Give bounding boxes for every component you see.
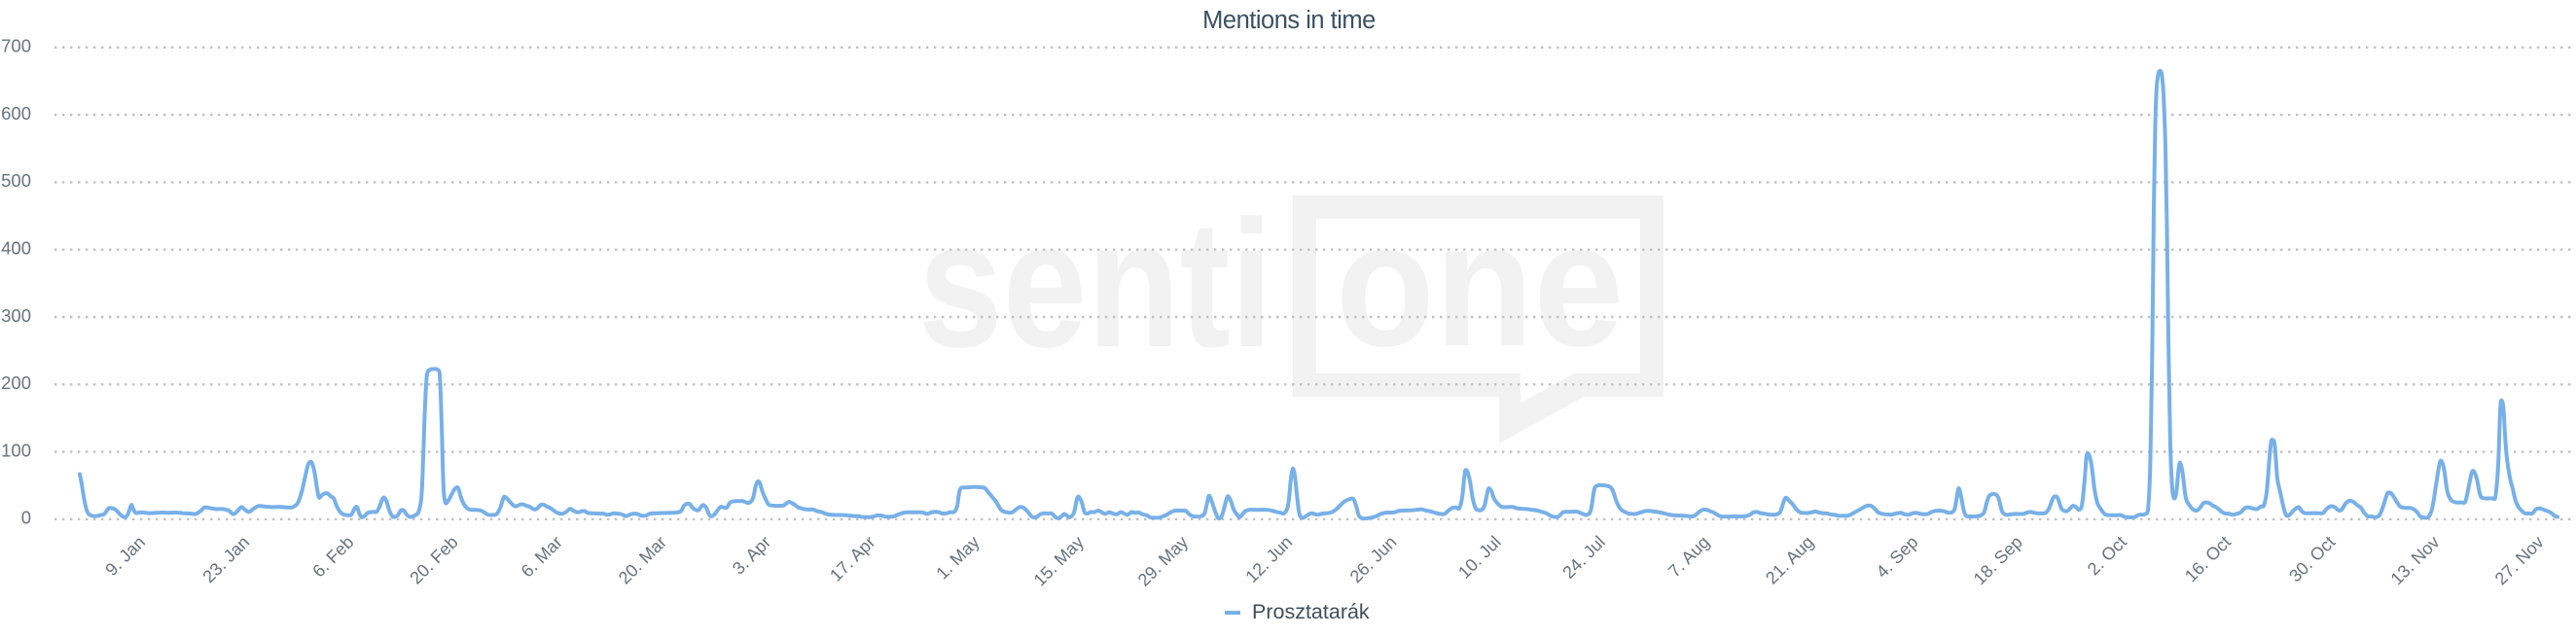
svg-text:300: 300 <box>1 305 31 326</box>
svg-text:one: one <box>1336 185 1624 383</box>
svg-text:0: 0 <box>21 508 31 528</box>
svg-text:senti: senti <box>918 184 1272 385</box>
svg-text:500: 500 <box>1 170 31 191</box>
svg-text:600: 600 <box>1 103 31 124</box>
svg-text:Prosztatarák: Prosztatarák <box>1252 600 1370 623</box>
svg-text:Mentions in time: Mentions in time <box>1202 7 1376 34</box>
svg-text:100: 100 <box>1 440 31 460</box>
svg-text:200: 200 <box>1 372 31 393</box>
svg-text:400: 400 <box>1 238 31 259</box>
svg-text:700: 700 <box>1 36 31 56</box>
